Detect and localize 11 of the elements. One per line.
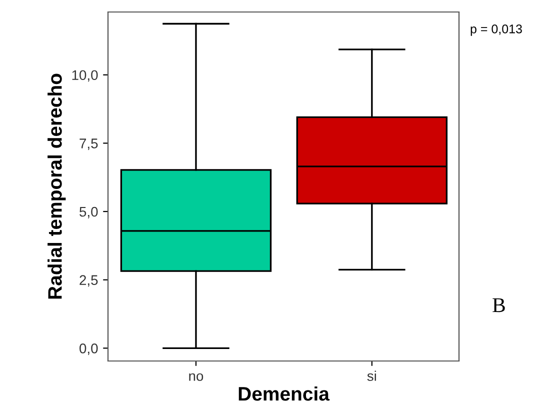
x-axis-title: Demencia [238,386,330,401]
y-tick-label: 2,5 [80,275,98,287]
x-tick-label: no [189,373,204,381]
y-tick-label: 0,0 [80,343,98,355]
y-tick-label: 5,0 [80,206,98,218]
y-tick-label: 10,0 [72,70,98,82]
y-tick-label: 7,5 [80,138,98,150]
y-axis-title: Radial temporal derecho [48,74,66,299]
text: B [492,298,505,312]
text: p = 0,013 [470,24,522,36]
x-tick-label: si [367,370,376,381]
